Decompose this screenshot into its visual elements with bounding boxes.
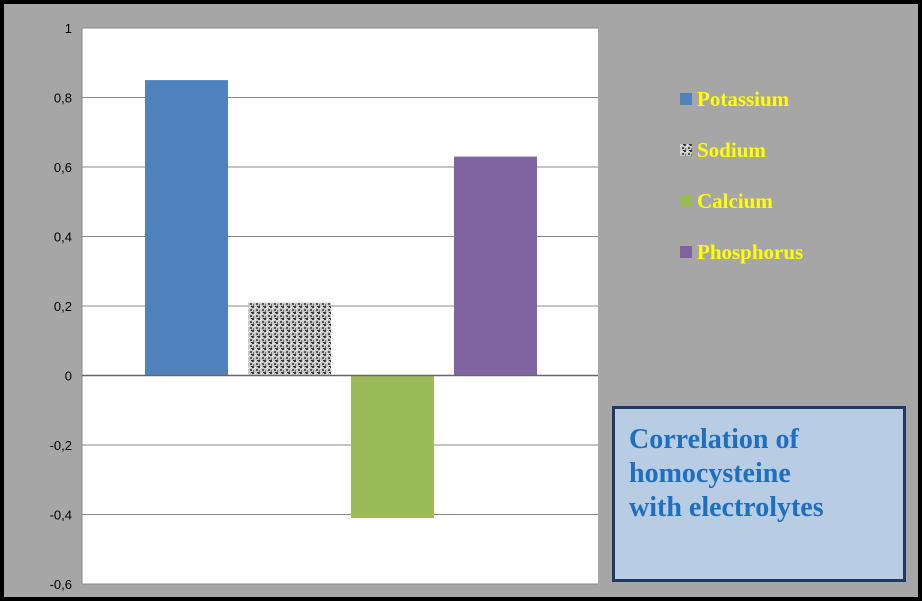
legend-swatch-sodium <box>680 144 692 156</box>
y-tick-label: 0 <box>65 369 72 384</box>
legend-label-phosphorus: Phosphorus <box>697 240 803 264</box>
legend-label-sodium: Sodium <box>697 138 766 162</box>
y-tick-label: 0,6 <box>54 160 72 175</box>
legend-label-calcium: Calcium <box>697 189 773 213</box>
y-tick-label: -0,4 <box>50 508 72 523</box>
y-tick-label: 1 <box>65 21 72 36</box>
legend-swatch-potassium <box>680 93 692 105</box>
title-line: with electrolytes <box>629 492 824 523</box>
legend-label-potassium: Potassium <box>697 87 790 111</box>
title-box: Correlation of homocysteine with electro… <box>612 406 906 582</box>
y-tick-label: -0,6 <box>50 577 72 592</box>
y-tick-label: 0,2 <box>54 299 72 314</box>
y-tick-label: -0,2 <box>50 438 72 453</box>
y-tick-label: 0,4 <box>54 230 72 245</box>
title-line: homocysteine <box>629 458 791 489</box>
legend-swatch-calcium <box>680 195 692 207</box>
bar-phosphorus <box>454 156 537 376</box>
bar-potassium <box>145 80 228 376</box>
y-tick-label: 0,8 <box>54 91 72 106</box>
legend-swatch-phosphorus <box>680 246 692 258</box>
title-line: Correlation of <box>629 424 799 455</box>
bar-sodium <box>248 302 331 376</box>
bar-calcium <box>351 375 434 518</box>
